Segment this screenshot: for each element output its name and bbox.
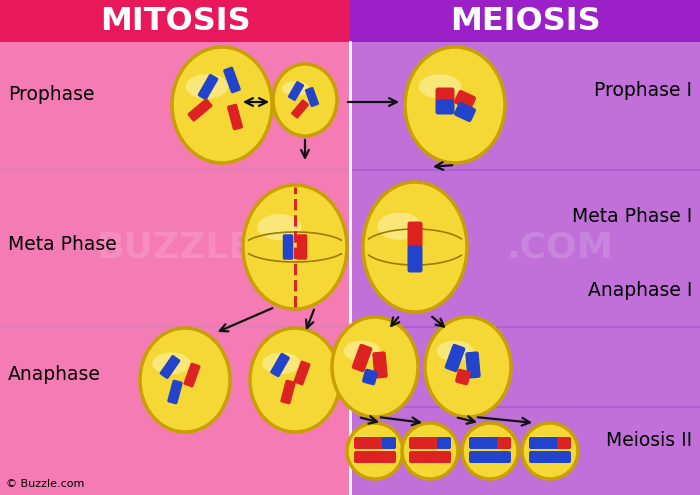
FancyBboxPatch shape [382, 437, 396, 449]
Ellipse shape [425, 317, 511, 417]
FancyBboxPatch shape [529, 437, 571, 449]
Ellipse shape [332, 317, 418, 417]
FancyBboxPatch shape [466, 351, 481, 379]
FancyBboxPatch shape [444, 344, 466, 372]
FancyBboxPatch shape [297, 234, 307, 260]
FancyBboxPatch shape [288, 81, 304, 101]
FancyBboxPatch shape [362, 369, 378, 385]
Ellipse shape [153, 352, 190, 374]
FancyBboxPatch shape [293, 360, 311, 386]
FancyBboxPatch shape [454, 102, 476, 122]
Ellipse shape [250, 328, 340, 432]
FancyBboxPatch shape [409, 437, 451, 449]
Ellipse shape [140, 328, 230, 432]
FancyBboxPatch shape [183, 363, 200, 388]
FancyBboxPatch shape [529, 451, 571, 463]
Text: Anaphase: Anaphase [8, 365, 101, 385]
Ellipse shape [522, 423, 578, 479]
Text: MEIOSIS: MEIOSIS [449, 5, 601, 37]
Ellipse shape [530, 436, 554, 448]
FancyBboxPatch shape [227, 103, 243, 130]
FancyBboxPatch shape [469, 437, 511, 449]
FancyBboxPatch shape [497, 437, 511, 449]
Text: Meta Phase: Meta Phase [8, 236, 117, 254]
FancyBboxPatch shape [0, 0, 350, 495]
Ellipse shape [262, 352, 300, 374]
Ellipse shape [402, 423, 458, 479]
FancyBboxPatch shape [197, 74, 218, 100]
Ellipse shape [243, 185, 347, 309]
FancyBboxPatch shape [305, 87, 319, 107]
FancyBboxPatch shape [455, 369, 471, 385]
Text: Meta Phase I: Meta Phase I [572, 207, 692, 227]
Text: Meiosis II: Meiosis II [606, 431, 692, 449]
Ellipse shape [377, 212, 421, 240]
Ellipse shape [410, 436, 433, 448]
Ellipse shape [273, 64, 337, 136]
FancyBboxPatch shape [0, 0, 350, 42]
FancyBboxPatch shape [407, 246, 423, 273]
Ellipse shape [405, 47, 505, 163]
Text: Prophase: Prophase [8, 86, 95, 104]
Ellipse shape [363, 182, 467, 312]
Text: Anaphase I: Anaphase I [587, 281, 692, 299]
FancyBboxPatch shape [270, 353, 290, 377]
FancyBboxPatch shape [291, 99, 309, 119]
FancyBboxPatch shape [188, 99, 213, 122]
FancyBboxPatch shape [160, 355, 181, 379]
FancyBboxPatch shape [454, 90, 476, 110]
Ellipse shape [344, 341, 380, 361]
FancyBboxPatch shape [351, 344, 372, 372]
FancyBboxPatch shape [354, 451, 396, 463]
FancyBboxPatch shape [350, 0, 700, 495]
Text: MITOSIS: MITOSIS [99, 5, 251, 37]
FancyBboxPatch shape [280, 380, 296, 404]
FancyBboxPatch shape [283, 234, 293, 260]
Ellipse shape [470, 436, 494, 448]
FancyBboxPatch shape [407, 221, 423, 248]
Ellipse shape [172, 47, 272, 163]
Ellipse shape [462, 423, 518, 479]
FancyBboxPatch shape [350, 0, 700, 42]
Text: BUZZLE: BUZZLE [97, 230, 253, 264]
FancyBboxPatch shape [409, 451, 451, 463]
Ellipse shape [419, 74, 461, 99]
FancyBboxPatch shape [557, 437, 571, 449]
Ellipse shape [437, 341, 473, 361]
FancyBboxPatch shape [354, 437, 396, 449]
Text: © Buzzle.com: © Buzzle.com [6, 479, 85, 489]
FancyBboxPatch shape [435, 88, 454, 102]
Ellipse shape [355, 436, 379, 448]
FancyBboxPatch shape [435, 99, 454, 114]
FancyBboxPatch shape [469, 451, 511, 463]
Ellipse shape [347, 423, 403, 479]
FancyBboxPatch shape [437, 437, 451, 449]
Text: .COM: .COM [507, 230, 613, 264]
Ellipse shape [186, 74, 228, 99]
FancyBboxPatch shape [167, 380, 183, 404]
Ellipse shape [258, 214, 302, 240]
Text: Prophase I: Prophase I [594, 81, 692, 99]
FancyBboxPatch shape [223, 67, 241, 94]
FancyBboxPatch shape [372, 351, 388, 379]
Ellipse shape [282, 81, 309, 96]
